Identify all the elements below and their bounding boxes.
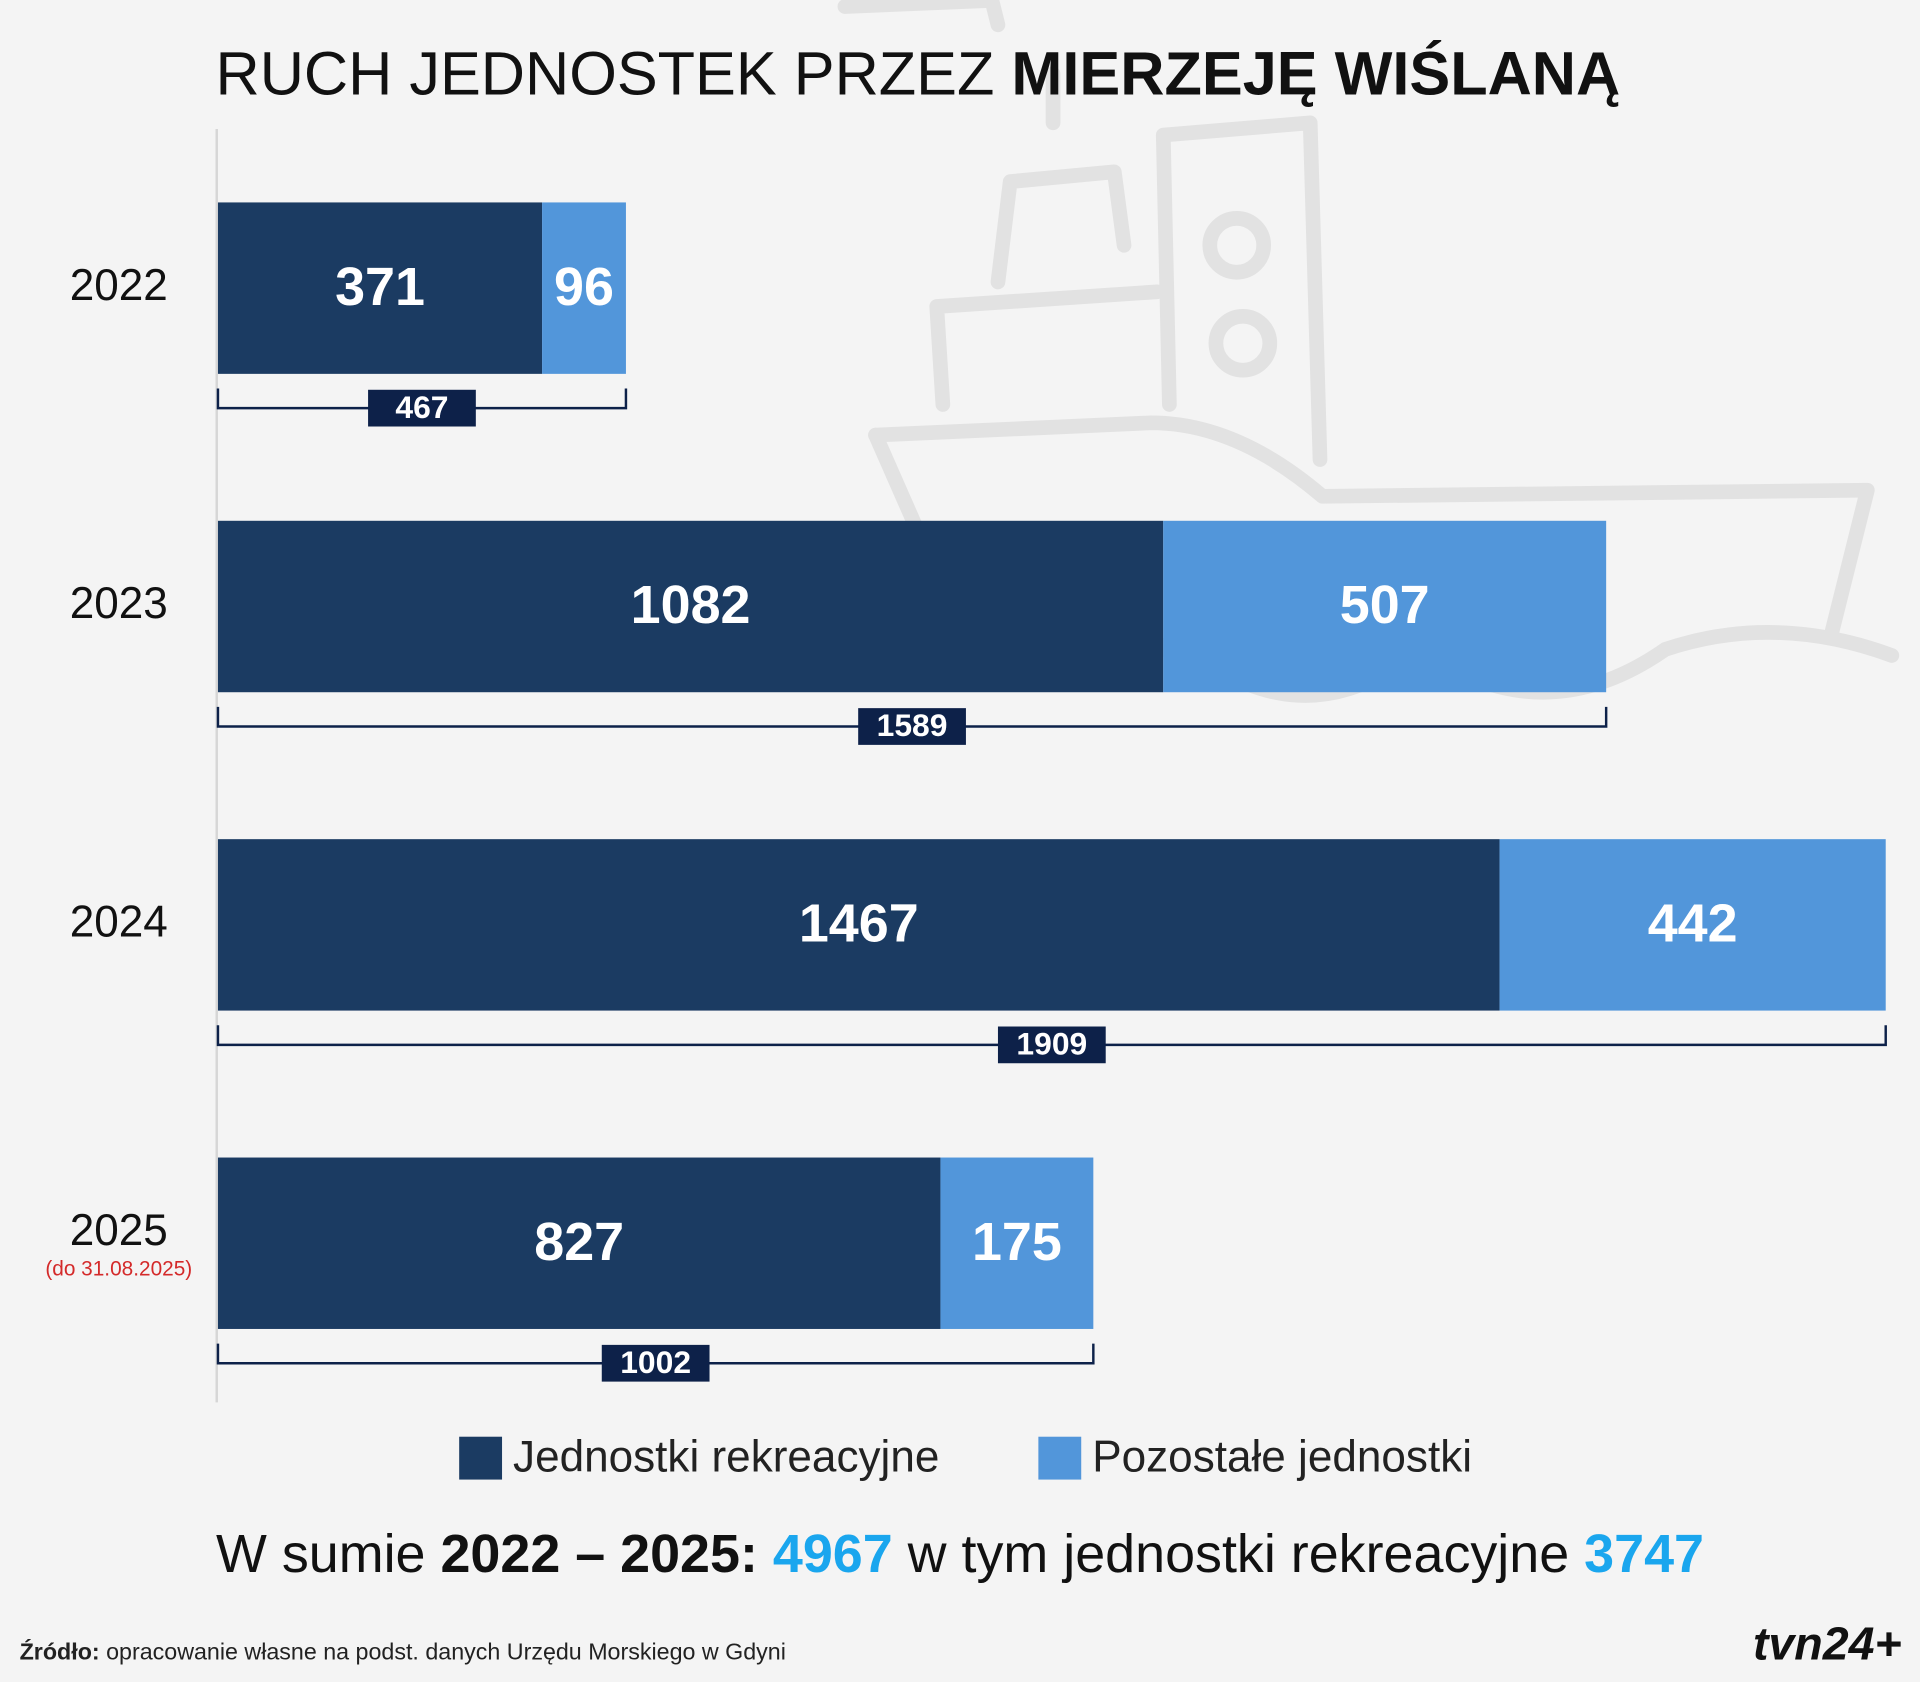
- legend-label: Jednostki rekreacyjne: [513, 1433, 939, 1482]
- summary-middle: w tym jednostki rekreacyjne: [907, 1524, 1570, 1584]
- bar-segment: [217, 520, 1164, 693]
- category-label: 2023: [70, 579, 168, 628]
- source-label: Źródło:: [20, 1638, 100, 1665]
- summary-recreational: 3747: [1584, 1524, 1704, 1584]
- title-regular: RUCH JEDNOSTEK PRZEZ: [216, 40, 995, 108]
- total-box: [368, 389, 476, 427]
- legend-swatch: [1038, 1436, 1082, 1480]
- total-box: [997, 1026, 1106, 1064]
- title-bold: MIERZEJĘ WIŚLANĄ: [1011, 40, 1620, 108]
- source: Źródło: opracowanie własne na podst. dan…: [20, 1638, 786, 1665]
- total-box: [601, 1344, 710, 1382]
- summary: W sumie 2022 – 2025: 4967 w tym jednostk…: [216, 1524, 1704, 1584]
- total-label: 467: [395, 389, 448, 425]
- value-label: 442: [1648, 894, 1738, 954]
- total-label: 1589: [877, 707, 948, 743]
- value-label: 1467: [799, 894, 919, 954]
- chart-title: RUCH JEDNOSTEK PRZEZ MIERZEJĘ WIŚLANĄ: [216, 40, 1621, 108]
- bar-segment: [1163, 520, 1607, 693]
- logo: tvn24+: [1753, 1618, 1902, 1670]
- value-label: 507: [1340, 575, 1430, 635]
- category-note: (do 31.08.2025): [45, 1258, 192, 1281]
- total-label: 1002: [620, 1344, 691, 1380]
- value-label: 1082: [631, 575, 751, 635]
- legend-label: Pozostałe jednostki: [1092, 1433, 1472, 1482]
- summary-total: 4967: [773, 1524, 893, 1584]
- category-label: 2024: [70, 898, 168, 947]
- category-label: 2022: [70, 261, 168, 310]
- value-label: 827: [534, 1212, 624, 1272]
- bar-segment: [1499, 839, 1886, 1011]
- total-box: [858, 708, 966, 745]
- value-label: 96: [554, 257, 614, 317]
- category-label: 2025: [70, 1206, 168, 1255]
- summary-lead: W sumie: [216, 1524, 425, 1584]
- summary-period: 2022 – 2025:: [440, 1524, 757, 1584]
- source-text: opracowanie własne na podst. danych Urzę…: [106, 1639, 786, 1665]
- value-label: 175: [972, 1212, 1062, 1272]
- bar-segment: [542, 202, 626, 374]
- total-label: 1909: [1016, 1026, 1087, 1062]
- bar-segment: [217, 202, 543, 374]
- bar-segment: [217, 1157, 941, 1329]
- legend-swatch: [459, 1436, 503, 1480]
- value-label: 371: [335, 257, 425, 317]
- bar-segment: [940, 1157, 1094, 1329]
- bar-segment: [217, 839, 1500, 1011]
